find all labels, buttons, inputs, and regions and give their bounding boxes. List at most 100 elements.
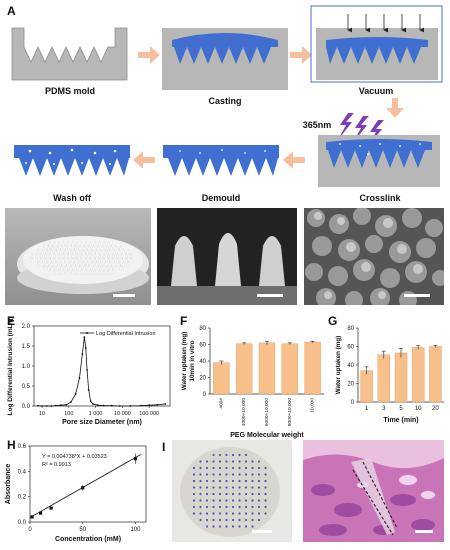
insertion-dot xyxy=(199,499,202,502)
pdms-mold-diagram xyxy=(11,27,128,81)
microneedle xyxy=(110,264,113,271)
microneedle xyxy=(107,268,110,275)
data-point xyxy=(59,404,62,407)
data-point xyxy=(83,336,86,339)
microneedle xyxy=(63,260,67,267)
microneedle xyxy=(101,244,104,251)
plot-frame xyxy=(29,445,147,523)
x-tick-label: 5 xyxy=(399,406,403,412)
microneedle xyxy=(90,260,94,267)
microneedle xyxy=(71,256,74,263)
insertion-dot xyxy=(199,479,202,483)
insertion-dot xyxy=(244,466,248,470)
insertion-dot xyxy=(218,479,222,483)
microneedle xyxy=(75,256,79,263)
insertion-dot xyxy=(238,518,241,522)
insertion-dot xyxy=(231,466,235,470)
insertion-dot xyxy=(231,460,235,463)
microneedle xyxy=(60,264,64,271)
he-stained-section-photo xyxy=(303,440,444,542)
insertion-dot xyxy=(238,473,241,476)
pore-size-chart: 0.0 0.5 1.0 1.5 2.0 10 100 1 000 10 000 100 000 Lo… xyxy=(7,317,171,426)
microneedle xyxy=(95,260,98,267)
microneedle xyxy=(105,244,109,251)
insertion-dot xyxy=(205,486,209,489)
insertion-dot xyxy=(238,460,241,463)
data-point xyxy=(81,486,85,490)
microneedle xyxy=(113,260,116,267)
insertion-dot xyxy=(212,473,215,476)
insertion-dot xyxy=(251,499,254,502)
insertion-dot xyxy=(231,499,235,502)
data-point xyxy=(164,403,167,405)
y-tick-label: 0.5 xyxy=(22,384,31,390)
x-tick-label: 100 xyxy=(130,527,141,533)
microneedle xyxy=(66,240,70,247)
microneedle xyxy=(47,264,50,271)
microneedle xyxy=(68,248,71,255)
y-axis-label: Water uptaken (mg) xyxy=(181,332,188,391)
insertion-dot xyxy=(205,460,209,463)
bar xyxy=(394,352,408,403)
microneedle xyxy=(69,244,73,251)
y-tick-label: 60 xyxy=(347,345,354,351)
panel-h-letter: H xyxy=(7,438,16,452)
y-tick-label: 1.5 xyxy=(22,344,31,350)
skin-insertion-photo xyxy=(172,440,292,542)
insertion-dot xyxy=(225,460,228,463)
microneedle xyxy=(68,260,71,267)
insertion-dot xyxy=(225,479,228,483)
demould-diagram xyxy=(163,145,279,176)
x-tick-label: 10 000 xyxy=(114,411,131,417)
microneedle xyxy=(71,240,74,247)
insertion-dot xyxy=(212,479,215,483)
insertion-dot xyxy=(218,453,222,457)
x-axis-label: PEG Molecular weight xyxy=(230,432,304,439)
needle-sem-photo xyxy=(157,208,297,305)
y-tick-label: 2.0 xyxy=(22,324,31,330)
insertion-dot xyxy=(225,453,228,457)
microneedle xyxy=(113,248,116,255)
microneedle xyxy=(98,268,101,275)
microneedle xyxy=(59,248,62,255)
data-point xyxy=(148,404,151,407)
data-point xyxy=(78,377,81,379)
insertion-dot xyxy=(251,479,254,483)
insertion-dot xyxy=(231,512,235,515)
insertion-dot xyxy=(205,466,209,470)
bar xyxy=(304,341,321,395)
data-point xyxy=(70,401,72,403)
microneedle xyxy=(80,256,83,263)
microneedle xyxy=(35,256,38,263)
bar xyxy=(258,342,276,395)
microneedle xyxy=(62,268,65,275)
step-label-pdms-mold: PDMS mold xyxy=(44,86,95,96)
insertion-dot xyxy=(251,486,254,489)
x-tick-label: 10,000 xyxy=(310,398,316,413)
microneedle xyxy=(63,248,67,255)
data-point xyxy=(133,457,138,461)
insertion-dot xyxy=(231,453,235,457)
microneedle xyxy=(102,268,106,275)
data-point xyxy=(129,405,132,407)
y-tick-label: 0.0 xyxy=(18,520,27,526)
insertion-dot xyxy=(238,525,241,528)
water-uptake-peg-chart: 0 20 40 60 80 400# 4000+10,000 6000+10,000 8000+… xyxy=(181,326,324,439)
data-point xyxy=(92,403,94,405)
microneedle xyxy=(87,264,91,271)
microneedle xyxy=(87,244,91,251)
microneedle xyxy=(65,244,68,251)
insertion-dot xyxy=(257,486,261,489)
insertion-dot xyxy=(212,486,215,489)
insertion-dot xyxy=(205,479,209,483)
y-tick-label: 80 xyxy=(199,326,206,332)
bar xyxy=(236,343,253,395)
data-point xyxy=(140,404,143,407)
data-point xyxy=(96,404,99,407)
microneedle xyxy=(96,264,100,271)
microneedle xyxy=(122,248,125,255)
microneedle xyxy=(83,264,86,271)
insertion-dot xyxy=(257,466,261,470)
insertion-dot xyxy=(264,466,267,470)
insertion-dot xyxy=(238,486,241,489)
